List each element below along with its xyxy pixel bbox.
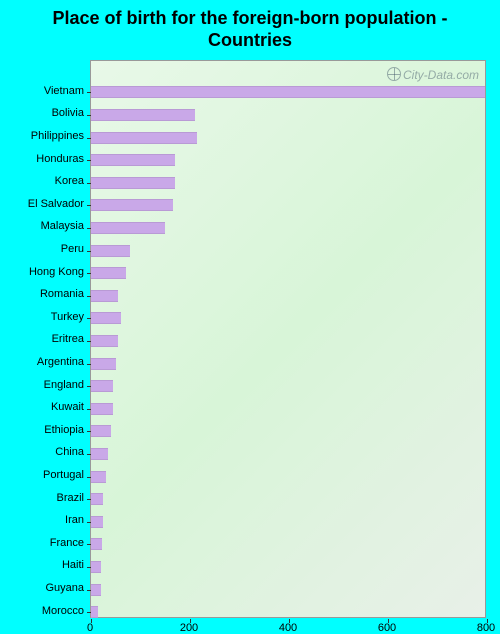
bar [91, 471, 106, 483]
y-axis-label: Guyana [0, 582, 84, 594]
y-tick [87, 318, 91, 319]
globe-icon [387, 67, 401, 81]
y-tick [87, 92, 91, 93]
bar [91, 335, 118, 347]
bar [91, 312, 121, 324]
bar [91, 132, 197, 144]
y-axis-label: Morocco [0, 605, 84, 617]
y-axis-label: Argentina [0, 356, 84, 368]
bar [91, 245, 130, 257]
bar [91, 177, 175, 189]
y-axis-label: France [0, 537, 84, 549]
y-axis-label: Hong Kong [0, 266, 84, 278]
y-axis-label: Iran [0, 514, 84, 526]
plot-area: City-Data.com [90, 60, 486, 618]
y-tick [87, 364, 91, 365]
y-tick [87, 251, 91, 252]
y-axis-label: Honduras [0, 153, 84, 165]
bar [91, 606, 98, 618]
y-axis-label: Vietnam [0, 85, 84, 97]
bar [91, 493, 103, 505]
bar [91, 403, 113, 415]
y-tick [87, 228, 91, 229]
y-tick [87, 522, 91, 523]
x-axis-label: 400 [279, 622, 297, 634]
y-tick [87, 612, 91, 613]
y-tick [87, 431, 91, 432]
bar [91, 109, 195, 121]
y-tick [87, 544, 91, 545]
bar [91, 358, 116, 370]
x-axis-label: 800 [477, 622, 495, 634]
y-axis-label: Brazil [0, 492, 84, 504]
x-axis-label: 600 [378, 622, 396, 634]
y-tick [87, 499, 91, 500]
bar [91, 425, 111, 437]
y-axis-label: Malaysia [0, 220, 84, 232]
y-axis-label: Korea [0, 175, 84, 187]
x-axis-label: 0 [87, 622, 93, 634]
y-axis-label: Romania [0, 288, 84, 300]
x-axis-label: 200 [180, 622, 198, 634]
bar [91, 380, 113, 392]
bar [91, 538, 102, 550]
y-tick [87, 567, 91, 568]
y-axis-label: Peru [0, 243, 84, 255]
y-axis-label: Ethiopia [0, 424, 84, 436]
watermark: City-Data.com [387, 67, 479, 82]
y-axis-label: China [0, 446, 84, 458]
y-axis-label: Portugal [0, 469, 84, 481]
bar [91, 154, 175, 166]
y-axis-label: Philippines [0, 130, 84, 142]
y-tick [87, 409, 91, 410]
y-axis-label: Haiti [0, 559, 84, 571]
y-tick [87, 477, 91, 478]
y-tick [87, 160, 91, 161]
y-tick [87, 590, 91, 591]
y-tick [87, 115, 91, 116]
chart-title: Place of birth for the foreign-born popu… [0, 0, 500, 55]
bar [91, 448, 108, 460]
watermark-text: City-Data.com [403, 68, 479, 82]
bar [91, 561, 101, 573]
bar [91, 199, 173, 211]
y-tick [87, 296, 91, 297]
y-tick [87, 205, 91, 206]
y-axis-label: Bolivia [0, 107, 84, 119]
y-axis-label: Eritrea [0, 333, 84, 345]
y-tick [87, 386, 91, 387]
y-axis-label: Turkey [0, 311, 84, 323]
bar [91, 584, 101, 596]
bar [91, 267, 126, 279]
y-tick [87, 138, 91, 139]
y-tick [87, 183, 91, 184]
bar [91, 222, 165, 234]
y-tick [87, 341, 91, 342]
y-axis-label: Kuwait [0, 401, 84, 413]
y-tick [87, 454, 91, 455]
bar [91, 516, 103, 528]
y-axis-label: El Salvador [0, 198, 84, 210]
y-tick [87, 273, 91, 274]
bar [91, 86, 485, 98]
y-axis-label: England [0, 379, 84, 391]
bar [91, 290, 118, 302]
